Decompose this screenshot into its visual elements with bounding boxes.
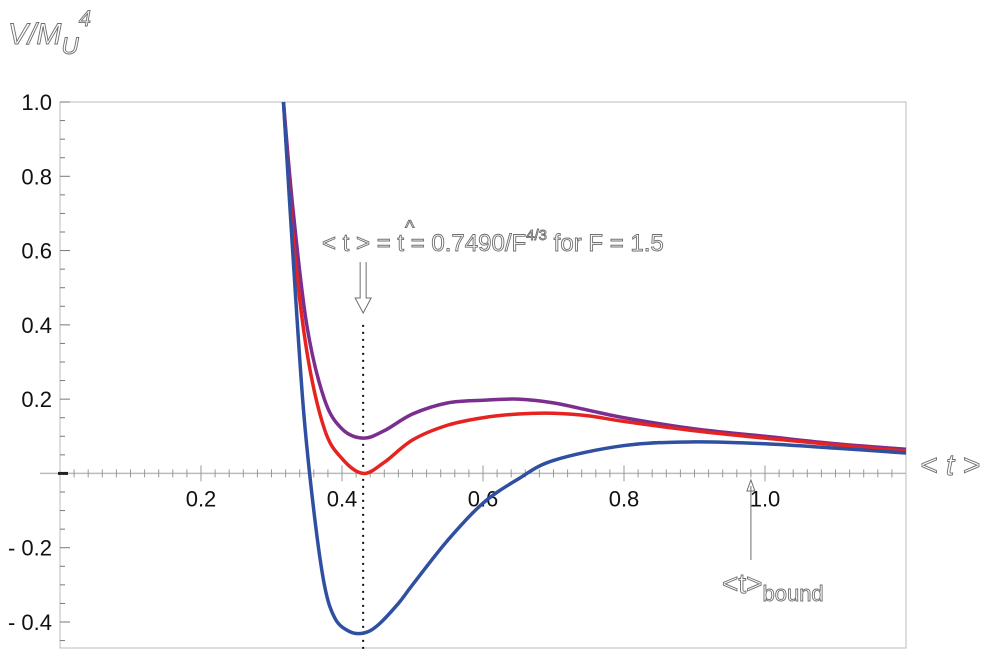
x-axis: 0.2 0.4 0.6 0.8 1.0: [40, 465, 906, 511]
bound-annotation: <t>bound: [722, 478, 824, 606]
y-tick-label: 1.0: [21, 90, 52, 115]
x-tick-label: 0.2: [186, 486, 217, 511]
x-tick-label: 0.6: [468, 486, 499, 511]
y-tick-label: 0.2: [21, 387, 52, 412]
that-pre: < t > =: [322, 230, 397, 257]
series-line-2: [281, 101, 907, 476]
y-axis-label-sup: 4: [79, 6, 91, 31]
series-group: [281, 101, 907, 636]
bound-annotation-text: <t>bound: [722, 568, 824, 606]
that-annotation-text: < t > = t = 0.7490/F4/3 for F = 1.5: [322, 227, 664, 257]
y-axis-label-base: V/M: [8, 18, 61, 51]
x-tick-label: 0.4: [327, 486, 358, 511]
that-sup: 4/3: [526, 227, 547, 244]
y-axis: 1.0 0.8 0.6 0.4 0.2 - 0.2 - 0.4: [8, 90, 70, 642]
x-tick-label: 0.8: [609, 486, 640, 511]
series-line-3: [281, 101, 907, 636]
that-annotation: < t > = t = 0.7490/F4/3 for F = 1.5 ^: [322, 217, 664, 315]
that-post: = 0.7490/F: [404, 230, 526, 257]
that-tail: for F = 1.5: [547, 230, 664, 257]
y-tick-label: - 0.2: [8, 536, 52, 561]
that-hat-base: t: [397, 230, 404, 257]
y-tick-label: - 0.4: [8, 610, 52, 635]
y-tick-label: 0.6: [21, 239, 52, 264]
y-axis-label-sub: U: [61, 33, 79, 60]
bound-sub: bound: [762, 581, 823, 606]
plot-frame: [59, 101, 907, 649]
bound-arrow: [746, 478, 756, 560]
that-arrow: [354, 262, 372, 315]
y-tick-label: 0.8: [21, 164, 52, 189]
y-axis-label: V/MU4: [8, 6, 91, 60]
bound-main: <t>: [722, 568, 762, 599]
x-axis-label: < t >: [920, 449, 980, 482]
y-tick-label: 0.4: [21, 313, 52, 338]
series-line-1: [281, 101, 907, 452]
that-hat: ^: [405, 217, 415, 239]
